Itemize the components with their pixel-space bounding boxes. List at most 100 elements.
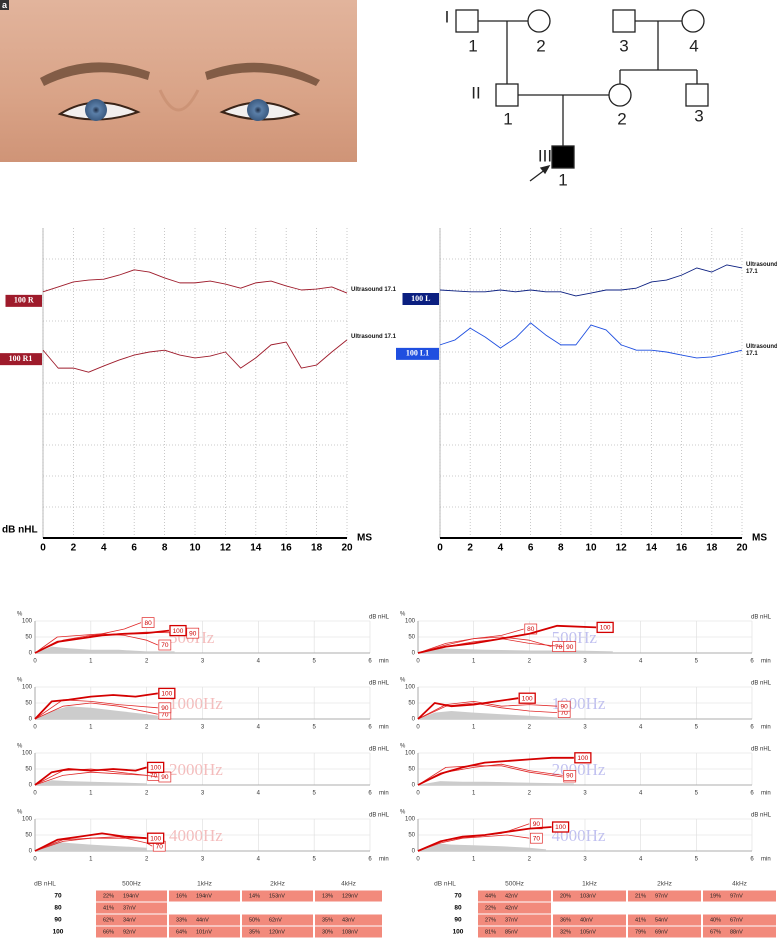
trace: [417, 756, 574, 786]
table-header: 2kHz: [657, 881, 672, 888]
cell-percent: 32%: [560, 929, 571, 935]
unit-label: dB nHL: [369, 615, 390, 621]
cell-amplitude: 85nV: [505, 929, 518, 935]
trace: [34, 692, 158, 720]
level-label: 100: [522, 695, 533, 702]
level-label: 100: [577, 755, 588, 762]
unit-label: dB nHL: [369, 681, 390, 687]
cell-percent: 35%: [249, 929, 260, 935]
y-tick-label: 50: [408, 767, 415, 773]
trace-annotation: Ultrasound 17.1: [351, 287, 397, 294]
trace: [417, 702, 558, 720]
trace: [34, 629, 170, 654]
x-axis-label: min: [379, 857, 389, 863]
y-tick-label: 0: [412, 717, 416, 723]
level-label-box: [158, 639, 172, 651]
x-tick-label: 18: [311, 543, 323, 554]
x-tick-label: 6: [750, 791, 754, 797]
noise-area: [418, 843, 547, 851]
x-tick-label: 6: [750, 725, 754, 731]
x-tick-label: 2: [528, 725, 532, 731]
level-label-box: [518, 692, 536, 704]
level-label-box: [158, 687, 176, 700]
level-label-box: [529, 832, 543, 844]
y-tick-label: 50: [408, 833, 415, 839]
x-tick-label: 3: [201, 857, 205, 863]
x-tick-label: 8: [162, 543, 168, 554]
x-tick-label: 3: [583, 659, 587, 665]
cell-percent: 50%: [249, 917, 260, 923]
trace: [417, 628, 524, 654]
level-label: 90: [566, 644, 574, 651]
cell-amplitude: 37nV: [505, 917, 518, 923]
trace-annotation: Ultrasound 17.1: [746, 261, 777, 275]
x-tick-label: 3: [583, 791, 587, 797]
y-axis-label: %: [17, 744, 23, 750]
frequency-watermark: 1000Hz: [169, 694, 223, 713]
cell-amplitude: 37nV: [123, 905, 136, 911]
x-tick-label: 6: [368, 659, 372, 665]
cell-amplitude: 194nV: [123, 893, 139, 899]
y-tick-label: 100: [405, 817, 416, 823]
x-axis-label: min: [761, 791, 771, 797]
y-tick-label: 0: [29, 783, 33, 789]
x-axis-label: min: [379, 725, 389, 731]
cell-percent: 67%: [710, 929, 721, 935]
cell-percent: 13%: [322, 893, 333, 899]
x-tick-label: 4: [257, 791, 261, 797]
y-axis-label: %: [400, 810, 406, 816]
table-cell: [478, 926, 551, 938]
x-tick-label: 4: [639, 725, 643, 731]
x-tick-label: 16: [281, 543, 293, 554]
x-tick-label: 5: [312, 857, 316, 863]
x-tick-label: 6: [131, 543, 137, 554]
trace: [42, 269, 348, 294]
x-tick-label: 0: [40, 543, 46, 554]
x-tick-label: 14: [646, 543, 658, 554]
face-photo: [0, 0, 357, 162]
unit-label: dB nHL: [751, 681, 772, 687]
level-label: 90: [161, 774, 169, 781]
cell-amplitude: 97nV: [730, 893, 743, 899]
x-tick-label: 2: [145, 791, 149, 797]
table-cell: [315, 890, 382, 902]
cell-amplitude: 153nV: [269, 893, 285, 899]
x-tick-label: 4: [639, 659, 643, 665]
cell-percent: 22%: [485, 905, 496, 911]
table-cell: [96, 914, 167, 926]
trace-tag: [5, 294, 42, 307]
x-tick-label: 10: [585, 543, 597, 554]
individual-label: 1: [558, 170, 567, 189]
trace-tag-label: 100 L: [411, 294, 430, 303]
x-tick-label: 5: [312, 725, 316, 731]
y-tick-label: 100: [22, 685, 33, 691]
y-tick-label: 100: [22, 817, 33, 823]
y-axis-label: %: [17, 678, 23, 684]
level-label: 70: [561, 710, 569, 717]
level-label: 90: [533, 821, 541, 828]
x-tick-label: 0: [416, 659, 420, 665]
y-tick-label: 100: [405, 619, 416, 625]
x-tick-label: 2: [528, 791, 532, 797]
level-label: 70: [161, 642, 169, 649]
y-tick-label: 100: [405, 751, 416, 757]
cell-amplitude: 69nV: [655, 929, 668, 935]
cell-amplitude: 62nV: [269, 917, 282, 923]
x-tick-label: 8: [558, 543, 564, 554]
x-tick-label: 6: [750, 659, 754, 665]
table-cell: [242, 890, 313, 902]
x-tick-label: 1: [472, 857, 476, 863]
y-tick-label: 0: [29, 717, 33, 723]
x-tick-label: 4: [101, 543, 107, 554]
cell-percent: 27%: [485, 917, 496, 923]
cell-amplitude: 103nV: [580, 893, 596, 899]
individual-label: 2: [536, 36, 545, 55]
table-cell: [628, 926, 701, 938]
x-axis-label: MS: [752, 533, 767, 544]
level-label: 90: [566, 773, 574, 780]
table-row-label: 70: [54, 893, 62, 900]
x-tick-label: 5: [695, 857, 699, 863]
x-tick-label: 3: [201, 791, 205, 797]
trace: [34, 702, 158, 720]
